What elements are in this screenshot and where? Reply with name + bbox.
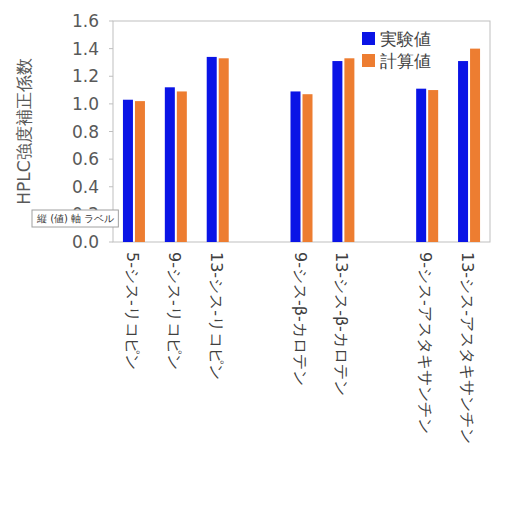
y-tick xyxy=(109,48,113,49)
legend-label: 計算値 xyxy=(380,51,431,71)
chart: 0.00.20.40.60.81.01.21.41.6HPLC強度補正係数5-シ… xyxy=(0,0,509,521)
bar xyxy=(428,90,438,242)
bar xyxy=(332,61,342,242)
y-tick-label: 0.0 xyxy=(72,232,99,252)
tooltip-box xyxy=(32,210,118,227)
bar xyxy=(416,89,426,242)
y-tick-label: 0.8 xyxy=(72,122,99,142)
y-axis-title: HPLC強度補正係数 xyxy=(14,58,34,204)
bar xyxy=(291,91,301,242)
category-label: 5-シス-リコピン xyxy=(123,252,142,370)
bar xyxy=(135,101,145,242)
plot-frame xyxy=(113,21,490,242)
bar xyxy=(219,58,229,242)
y-tick-label: 1.0 xyxy=(72,94,99,114)
bar xyxy=(344,58,354,242)
category-label: 13-シス-アスタキサンチン xyxy=(458,252,477,444)
legend-swatch xyxy=(362,32,375,45)
category-label: 9-シス-β-カロテン xyxy=(291,252,310,386)
legend-label: 実験値 xyxy=(380,29,431,49)
bar xyxy=(123,100,133,242)
category-label: 13-シス-β-カロテン xyxy=(332,252,351,396)
y-tick xyxy=(109,242,113,243)
bar xyxy=(165,87,175,242)
y-tick-label: 0.6 xyxy=(72,149,99,169)
tooltip: 縦 (値) 軸 ラベル xyxy=(32,210,118,227)
y-tick-label: 0.4 xyxy=(72,177,99,197)
y-tick xyxy=(109,131,113,132)
y-tick xyxy=(109,186,113,187)
bar xyxy=(177,91,187,242)
category-label: 9-シス-リコピン xyxy=(165,252,184,370)
y-tick xyxy=(109,76,113,77)
y-tick-label: 1.2 xyxy=(72,66,99,86)
legend-swatch xyxy=(362,54,375,67)
bars xyxy=(123,49,480,242)
bar xyxy=(303,94,313,242)
y-tick xyxy=(109,103,113,104)
y-tick-label: 1.6 xyxy=(72,11,99,31)
annotation: 縦 (値) 軸 ラベル xyxy=(36,213,114,224)
y-tick xyxy=(109,159,113,160)
bar xyxy=(207,57,217,242)
y-tick-label: 1.4 xyxy=(72,39,99,59)
category-label: 13-シス-リコピン xyxy=(207,252,226,380)
y-tick xyxy=(109,21,113,22)
bar xyxy=(470,49,480,242)
bar xyxy=(458,61,468,242)
category-label: 9-シス-アスタキサンチン xyxy=(416,252,435,434)
